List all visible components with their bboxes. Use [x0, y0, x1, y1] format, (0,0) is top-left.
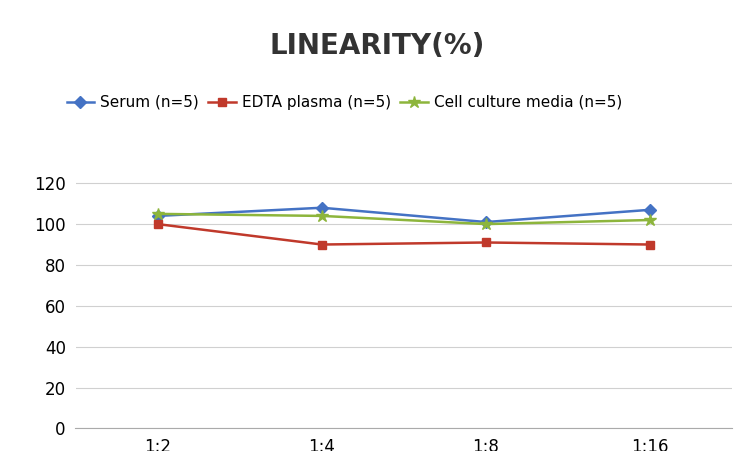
Line: Cell culture media (n=5): Cell culture media (n=5) [151, 207, 657, 230]
Cell culture media (n=5) [646, 217, 655, 223]
Serum (n=5) [317, 205, 326, 211]
Text: LINEARITY(%): LINEARITY(%) [270, 32, 485, 60]
Serum (n=5) [646, 207, 655, 212]
Legend: Serum (n=5), EDTA plasma (n=5), Cell culture media (n=5): Serum (n=5), EDTA plasma (n=5), Cell cul… [60, 89, 628, 116]
Serum (n=5) [482, 219, 491, 225]
EDTA plasma (n=5) [153, 221, 162, 227]
EDTA plasma (n=5) [646, 242, 655, 247]
EDTA plasma (n=5) [317, 242, 326, 247]
Cell culture media (n=5) [482, 221, 491, 227]
EDTA plasma (n=5) [482, 240, 491, 245]
Line: Serum (n=5): Serum (n=5) [153, 203, 655, 226]
Line: EDTA plasma (n=5): EDTA plasma (n=5) [153, 220, 655, 249]
Serum (n=5) [153, 213, 162, 219]
Cell culture media (n=5) [317, 213, 326, 219]
Cell culture media (n=5) [153, 211, 162, 216]
